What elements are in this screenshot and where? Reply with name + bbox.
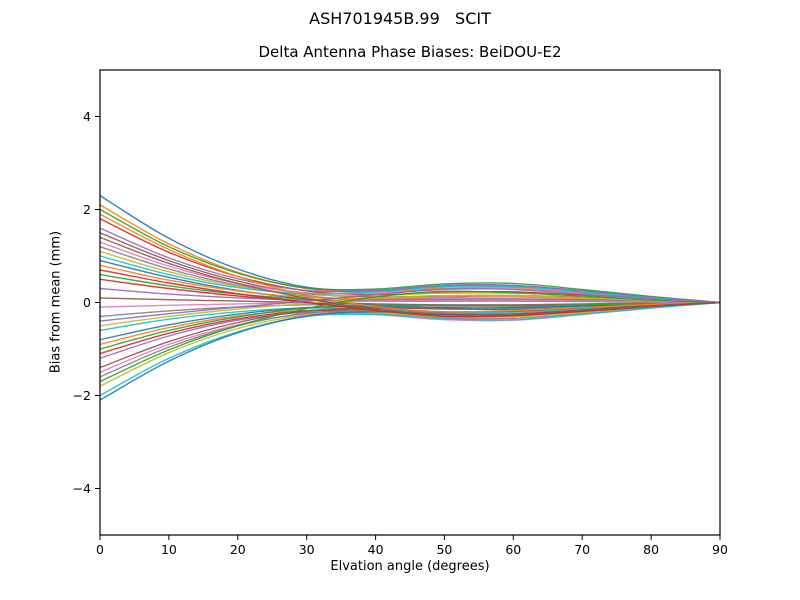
x-tick-label: 10 [161,542,177,557]
axes-box [99,69,721,536]
y-tick-label: −2 [73,388,91,403]
series-line [99,255,721,304]
series-line [99,236,721,317]
series-line [99,301,721,387]
x-tick-label: 70 [574,542,590,557]
y-tick-label: −4 [73,481,91,496]
x-tick-label: 30 [299,542,315,557]
x-axis-label: Elvation angle (degrees) [330,559,490,574]
chart-title: Delta Antenna Phase Biases: BeiDOU-E2 [258,43,562,61]
x-tick-label: 80 [643,542,659,557]
series-line [99,287,721,322]
series-line [99,227,721,304]
series-line [99,294,721,327]
y-tick-label: 4 [83,109,91,124]
x-tick-label: 50 [436,542,452,557]
series-line [99,301,721,350]
x-tick-label: 20 [230,542,246,557]
series-line [99,290,721,383]
x-tick-label: 40 [368,542,384,557]
series-line [99,299,721,308]
x-tick-label: 0 [96,542,104,557]
x-tick-label: 90 [712,542,728,557]
series-line [99,301,721,397]
y-tick-label: 2 [83,202,91,217]
figure-suptitle: ASH701945B.99 SCIT [309,9,491,28]
x-tick-label: 60 [505,542,521,557]
y-tick-label: 0 [83,295,91,310]
y-axis-label: Bias from mean (mm) [48,230,64,374]
series-line [99,208,721,304]
series-line [99,269,721,318]
series-line [99,287,721,304]
series-line [99,213,721,313]
